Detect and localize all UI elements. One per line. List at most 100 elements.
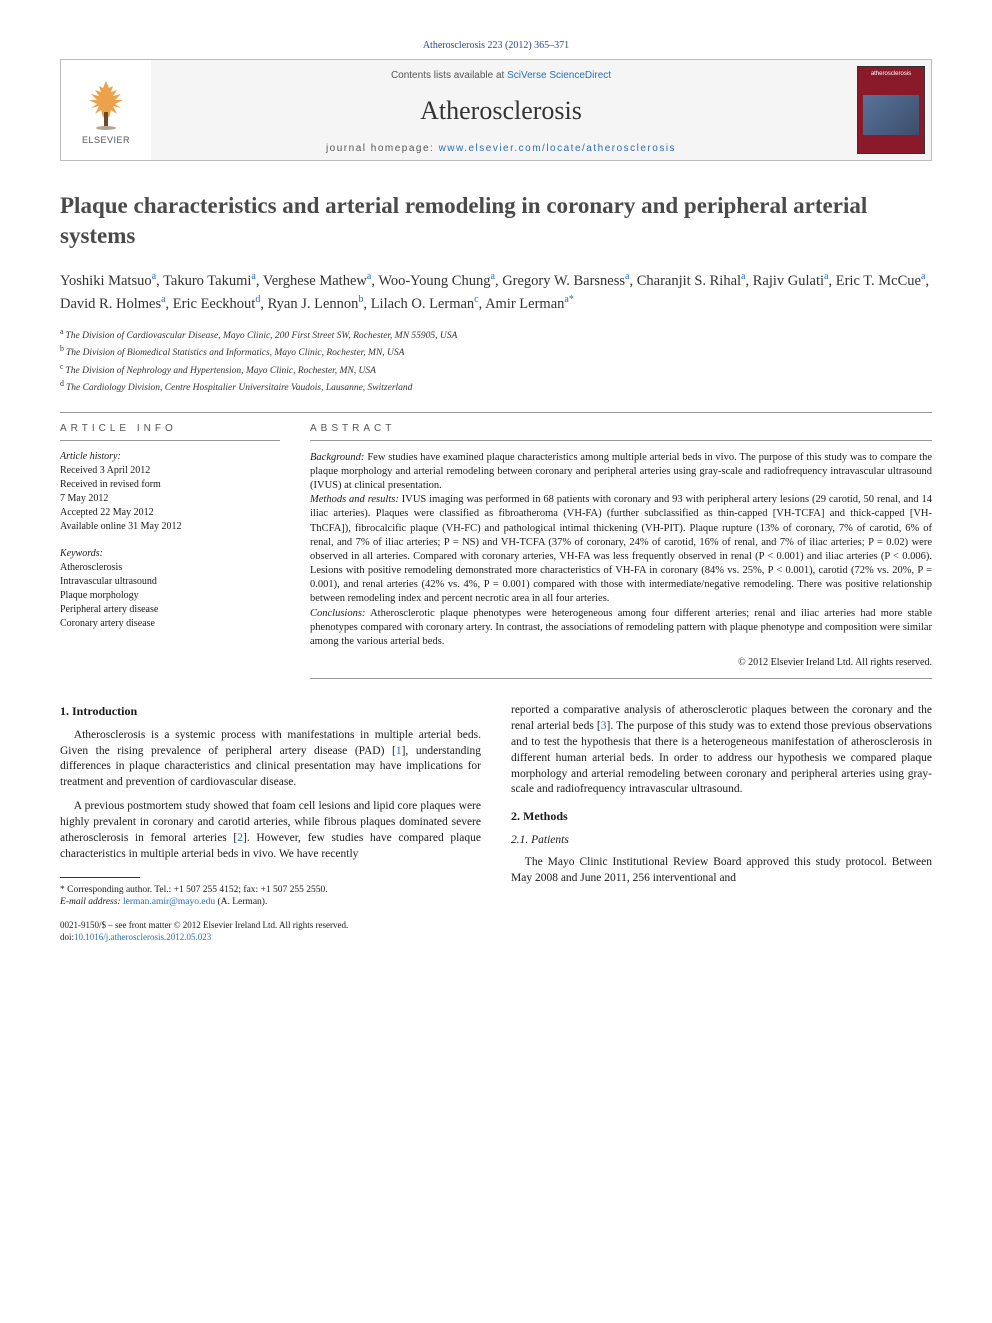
affiliation-superscript: a bbox=[367, 271, 371, 282]
elsevier-tree-icon bbox=[81, 76, 131, 131]
affiliation-key: b bbox=[60, 344, 66, 353]
journal-masthead: ELSEVIER Contents lists available at Sci… bbox=[60, 59, 932, 161]
journal-homepage-link[interactable]: www.elsevier.com/locate/atherosclerosis bbox=[439, 143, 676, 154]
intro-paragraph-2-continued: reported a comparative analysis of ather… bbox=[511, 703, 932, 798]
body-columns: 1. Introduction Atherosclerosis is a sys… bbox=[60, 703, 932, 943]
author: Woo-Young Chung bbox=[378, 273, 490, 289]
affiliation-line: b The Division of Biomedical Statistics … bbox=[60, 343, 932, 360]
footnotes-block: * Corresponding author. Tel.: +1 507 255… bbox=[60, 884, 481, 910]
affiliation-superscript: a bbox=[741, 271, 745, 282]
author: Eric Eeckhout bbox=[173, 296, 256, 312]
affiliations-list: a The Division of Cardiovascular Disease… bbox=[60, 326, 932, 396]
affiliation-line: a The Division of Cardiovascular Disease… bbox=[60, 326, 932, 343]
homepage-prefix: journal homepage: bbox=[326, 143, 439, 154]
affiliation-superscript: a bbox=[490, 271, 494, 282]
intro-paragraph-1: Atherosclerosis is a systemic process wi… bbox=[60, 728, 481, 791]
email-line: E-mail address: lerman.amir@mayo.edu (A.… bbox=[60, 896, 481, 909]
affiliation-line: c The Division of Nephrology and Hyperte… bbox=[60, 361, 932, 378]
page: Atherosclerosis 223 (2012) 365–371 ELSEV… bbox=[0, 0, 992, 973]
author: Takuro Takumi bbox=[163, 273, 251, 289]
author: Lilach O. Lerman bbox=[371, 296, 474, 312]
keyword-line: Coronary artery disease bbox=[60, 617, 280, 631]
journal-name: Atherosclerosis bbox=[161, 96, 841, 126]
article-history-label: Article history: bbox=[60, 451, 280, 462]
article-info-block: ARTICLE INFO Article history: Received 3… bbox=[60, 413, 280, 679]
abstract-methods-text: IVUS imaging was performed in 68 patient… bbox=[310, 494, 932, 604]
abstract-conclusions-label: Conclusions: bbox=[310, 608, 365, 619]
affiliation-superscript: a bbox=[824, 271, 828, 282]
abstract-background-label: Background: bbox=[310, 452, 364, 463]
abstract-heading: ABSTRACT bbox=[310, 413, 932, 441]
email-owner: (A. Lerman). bbox=[217, 897, 267, 907]
abstract-copyright: © 2012 Elsevier Ireland Ltd. All rights … bbox=[310, 657, 932, 668]
affiliation-key: a bbox=[60, 327, 66, 336]
abstract-block: ABSTRACT Background: Few studies have ex… bbox=[310, 413, 932, 679]
footnote-separator bbox=[60, 877, 140, 878]
front-matter-line: 0021-9150/$ – see front matter © 2012 El… bbox=[60, 919, 481, 931]
author: Gregory W. Barsness bbox=[502, 273, 625, 289]
abstract-footer-rule bbox=[310, 678, 932, 679]
reference-link[interactable]: 2 bbox=[237, 832, 243, 844]
abstract-conclusions-text: Atherosclerotic plaque phenotypes were h… bbox=[310, 608, 932, 647]
patients-paragraph-1: The Mayo Clinic Institutional Review Boa… bbox=[511, 855, 932, 887]
doi-link[interactable]: 10.1016/j.atherosclerosis.2012.05.023 bbox=[74, 932, 211, 942]
article-info-heading: ARTICLE INFO bbox=[60, 413, 280, 441]
article-title: Plaque characteristics and arterial remo… bbox=[60, 191, 932, 251]
left-column: 1. Introduction Atherosclerosis is a sys… bbox=[60, 703, 481, 943]
contents-prefix: Contents lists available at bbox=[391, 70, 507, 81]
corresponding-author-line: * Corresponding author. Tel.: +1 507 255… bbox=[60, 884, 481, 897]
section-introduction-heading: 1. Introduction bbox=[60, 703, 481, 720]
subsection-patients-heading: 2.1. Patients bbox=[511, 833, 932, 849]
doi-line: doi:10.1016/j.atherosclerosis.2012.05.02… bbox=[60, 931, 481, 943]
section-methods-heading: 2. Methods bbox=[511, 808, 932, 825]
history-line: Accepted 22 May 2012 bbox=[60, 506, 280, 520]
affiliation-superscript: a bbox=[921, 271, 925, 282]
intro-paragraph-2: A previous postmortem study showed that … bbox=[60, 799, 481, 862]
doi-prefix: doi: bbox=[60, 932, 74, 942]
doi-block: 0021-9150/$ – see front matter © 2012 El… bbox=[60, 919, 481, 943]
affiliation-superscript: d bbox=[255, 294, 260, 305]
history-line: Received in revised form bbox=[60, 478, 280, 492]
affiliation-line: d The Cardiology Division, Centre Hospit… bbox=[60, 378, 932, 395]
affiliation-superscript: a bbox=[625, 271, 629, 282]
abstract-methods-label: Methods and results: bbox=[310, 494, 399, 505]
author: Charanjit S. Rihal bbox=[637, 273, 741, 289]
abstract-background-text: Few studies have examined plaque charact… bbox=[310, 452, 932, 491]
history-line: 7 May 2012 bbox=[60, 492, 280, 506]
running-head: Atherosclerosis 223 (2012) 365–371 bbox=[60, 40, 932, 51]
email-label: E-mail address: bbox=[60, 897, 121, 907]
author: Eric T. McCue bbox=[836, 273, 921, 289]
cover-thumb-title: atherosclerosis bbox=[871, 71, 911, 77]
author: Ryan J. Lennon bbox=[268, 296, 359, 312]
journal-homepage-line: journal homepage: www.elsevier.com/locat… bbox=[161, 143, 841, 154]
affiliation-superscript: c bbox=[474, 294, 478, 305]
affiliation-superscript: a bbox=[251, 271, 255, 282]
publisher-logo-block: ELSEVIER bbox=[61, 60, 151, 160]
author: Rajiv Gulati bbox=[753, 273, 824, 289]
reference-link[interactable]: 1 bbox=[396, 745, 402, 757]
affiliation-superscript: a bbox=[161, 294, 165, 305]
reference-link[interactable]: 3 bbox=[601, 720, 607, 732]
keyword-line: Peripheral artery disease bbox=[60, 603, 280, 617]
masthead-cover-block: atherosclerosis bbox=[851, 60, 931, 160]
elsevier-label: ELSEVIER bbox=[82, 135, 130, 145]
author: Yoshiki Matsuo bbox=[60, 273, 152, 289]
history-line: Available online 31 May 2012 bbox=[60, 520, 280, 534]
author: Verghese Mathew bbox=[263, 273, 367, 289]
abstract-body: Background: Few studies have examined pl… bbox=[310, 451, 932, 649]
info-abstract-row: ARTICLE INFO Article history: Received 3… bbox=[60, 412, 932, 679]
author: David R. Holmes bbox=[60, 296, 161, 312]
author: Amir Lerman bbox=[485, 296, 564, 312]
corresponding-author-mark: * bbox=[569, 294, 574, 305]
keyword-line: Atherosclerosis bbox=[60, 561, 280, 575]
masthead-center: Contents lists available at SciVerse Sci… bbox=[151, 60, 851, 160]
keywords-label: Keywords: bbox=[60, 548, 280, 559]
article-history-block: Article history: Received 3 April 2012Re… bbox=[60, 451, 280, 534]
corresponding-email-link[interactable]: lerman.amir@mayo.edu bbox=[123, 897, 215, 907]
keywords-block: Keywords: AtherosclerosisIntravascular u… bbox=[60, 548, 280, 631]
journal-cover-thumbnail: atherosclerosis bbox=[857, 66, 925, 154]
sciencedirect-link[interactable]: SciVerse ScienceDirect bbox=[507, 70, 611, 81]
right-column: reported a comparative analysis of ather… bbox=[511, 703, 932, 943]
affiliation-key: d bbox=[60, 379, 66, 388]
cover-thumb-image bbox=[863, 95, 919, 135]
